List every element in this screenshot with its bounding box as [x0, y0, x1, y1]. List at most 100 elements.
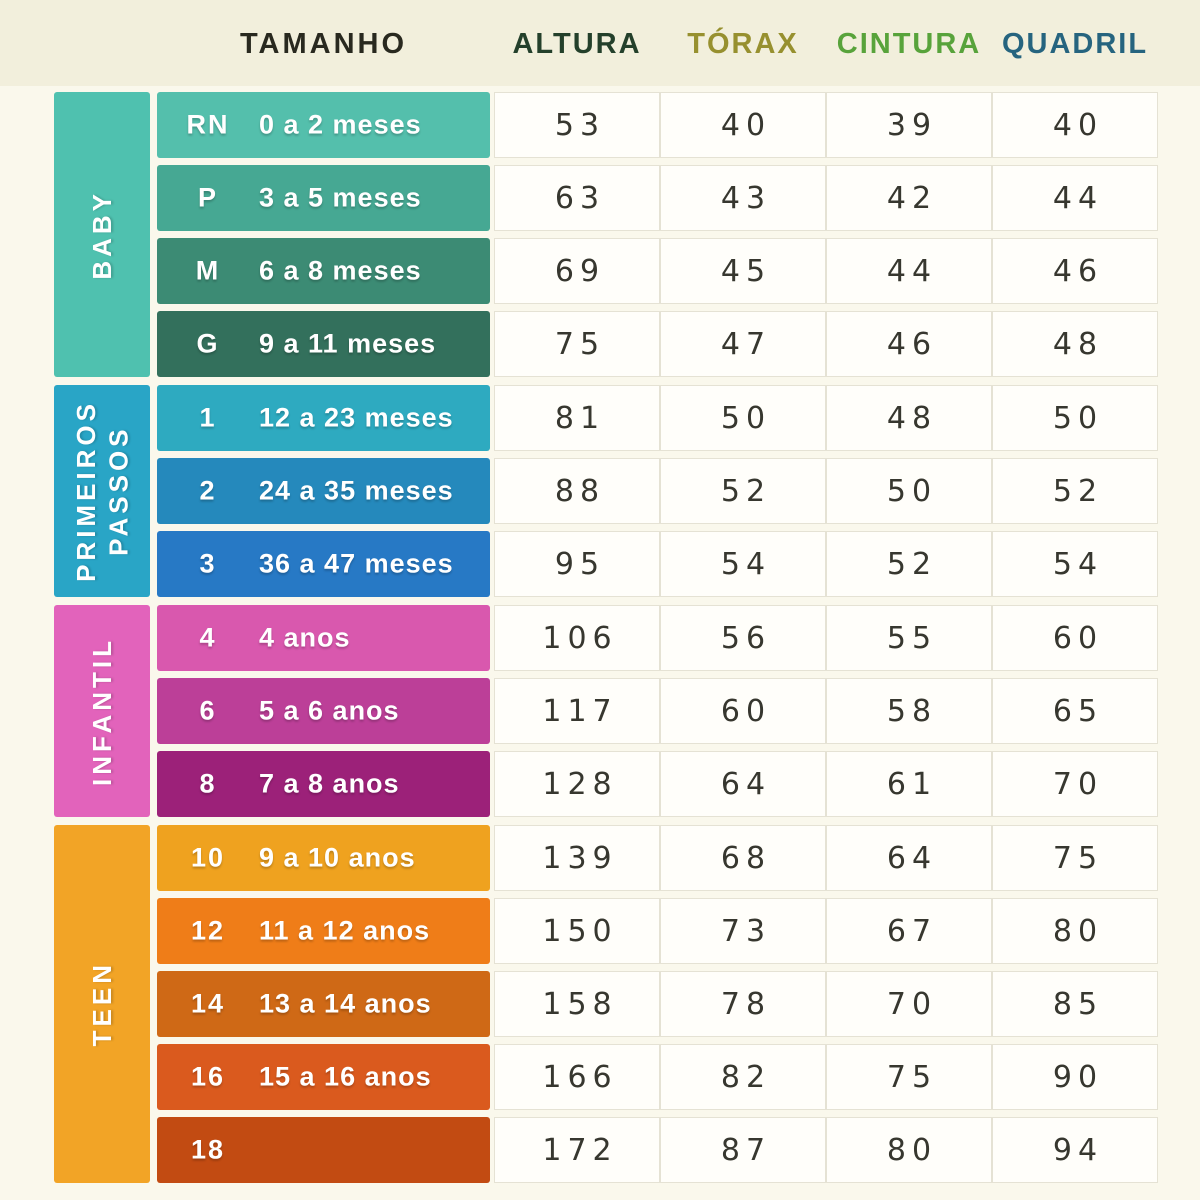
torax-value: 78 — [720, 986, 772, 1022]
size-row-baby-G: G 9 a 11 meses — [157, 311, 490, 377]
quadril-cell: 50 — [992, 385, 1158, 451]
torax-value: 54 — [720, 546, 772, 582]
cintura-value: 44 — [886, 253, 938, 289]
age-range-label: 3 a 5 meses — [259, 182, 422, 213]
cintura-cell: 70 — [826, 971, 992, 1037]
torax-value: 60 — [720, 693, 772, 729]
size-label: 8 — [199, 768, 217, 799]
altura-cell: 128 — [494, 751, 660, 817]
cintura-cell: 64 — [826, 825, 992, 891]
quadril-value: 75 — [1052, 840, 1104, 876]
quadril-cell: 80 — [992, 898, 1158, 964]
torax-value: 50 — [720, 400, 772, 436]
altura-value: 158 — [542, 986, 618, 1022]
cintura-value: 50 — [886, 473, 938, 509]
torax-cell: 47 — [660, 311, 826, 377]
altura-cell: 75 — [494, 311, 660, 377]
quadril-value: 94 — [1052, 1132, 1104, 1168]
cintura-value: 52 — [886, 546, 938, 582]
category-bar-teen: TEEN — [54, 825, 150, 1183]
age-range-label: 24 a 35 meses — [259, 475, 454, 506]
torax-cell: 87 — [660, 1117, 826, 1183]
altura-value: 106 — [542, 620, 618, 656]
size-row-baby-M: M 6 a 8 meses — [157, 238, 490, 304]
quadril-value: 60 — [1052, 620, 1104, 656]
header-band — [0, 0, 1200, 86]
quadril-cell: 60 — [992, 605, 1158, 671]
cintura-cell: 44 — [826, 238, 992, 304]
cintura-value: 80 — [886, 1132, 938, 1168]
category-label-infantil: INFANTIL — [86, 636, 117, 786]
altura-cell: 95 — [494, 531, 660, 597]
quadril-cell: 52 — [992, 458, 1158, 524]
size-row-teen-16: 16 15 a 16 anos — [157, 1044, 490, 1110]
cintura-value: 48 — [886, 400, 938, 436]
altura-cell: 117 — [494, 678, 660, 744]
torax-cell: 45 — [660, 238, 826, 304]
altura-value: 172 — [542, 1132, 618, 1168]
column-header-quadril: QUADRIL — [1001, 28, 1149, 60]
size-label: P — [197, 182, 218, 213]
quadril-cell: 48 — [992, 311, 1158, 377]
quadril-cell: 44 — [992, 165, 1158, 231]
cintura-cell: 55 — [826, 605, 992, 671]
age-range-label: 9 a 10 anos — [259, 842, 416, 873]
cintura-value: 55 — [886, 620, 938, 656]
torax-cell: 82 — [660, 1044, 826, 1110]
torax-value: 64 — [720, 766, 772, 802]
quadril-value: 90 — [1052, 1059, 1104, 1095]
size-label: 2 — [199, 475, 217, 506]
size-row-infantil-4: 4 4 anos — [157, 605, 490, 671]
quadril-cell: 65 — [992, 678, 1158, 744]
altura-value: 95 — [554, 546, 606, 582]
cintura-cell: 46 — [826, 311, 992, 377]
cintura-cell: 58 — [826, 678, 992, 744]
cintura-value: 64 — [886, 840, 938, 876]
age-range-label: 13 a 14 anos — [259, 988, 432, 1019]
quadril-cell: 94 — [992, 1117, 1158, 1183]
torax-cell: 50 — [660, 385, 826, 451]
quadril-value: 50 — [1052, 400, 1104, 436]
category-label-baby: BABY — [86, 189, 117, 280]
torax-cell: 68 — [660, 825, 826, 891]
altura-cell: 139 — [494, 825, 660, 891]
quadril-cell: 85 — [992, 971, 1158, 1037]
size-row-baby-RN: RN 0 a 2 meses — [157, 92, 490, 158]
quadril-cell: 46 — [992, 238, 1158, 304]
altura-value: 150 — [542, 913, 618, 949]
size-label: 12 — [190, 915, 226, 946]
column-header-altura: ALTURA — [512, 28, 642, 60]
cintura-value: 70 — [886, 986, 938, 1022]
size-row-infantil-6: 6 5 a 6 anos — [157, 678, 490, 744]
quadril-cell: 40 — [992, 92, 1158, 158]
cintura-value: 58 — [886, 693, 938, 729]
cintura-cell: 42 — [826, 165, 992, 231]
size-row-teen-10: 10 9 a 10 anos — [157, 825, 490, 891]
cintura-value: 75 — [886, 1059, 938, 1095]
size-row-baby-P: P 3 a 5 meses — [157, 165, 490, 231]
cintura-cell: 67 — [826, 898, 992, 964]
altura-cell: 166 — [494, 1044, 660, 1110]
quadril-value: 52 — [1052, 473, 1104, 509]
torax-cell: 43 — [660, 165, 826, 231]
altura-value: 166 — [542, 1059, 618, 1095]
cintura-value: 67 — [886, 913, 938, 949]
age-range-label: 6 a 8 meses — [259, 255, 422, 286]
cintura-cell: 75 — [826, 1044, 992, 1110]
size-row-primeiros-passos-2: 2 24 a 35 meses — [157, 458, 490, 524]
size-label: G — [196, 328, 220, 359]
size-label: 16 — [190, 1061, 226, 1092]
torax-value: 82 — [720, 1059, 772, 1095]
quadril-value: 46 — [1052, 253, 1104, 289]
age-range-label: 7 a 8 anos — [259, 768, 400, 799]
altura-value: 128 — [542, 766, 618, 802]
size-label: 10 — [190, 842, 226, 873]
torax-value: 68 — [720, 840, 772, 876]
altura-value: 53 — [554, 107, 606, 143]
torax-value: 40 — [720, 107, 772, 143]
quadril-cell: 54 — [992, 531, 1158, 597]
torax-cell: 73 — [660, 898, 826, 964]
age-range-label: 0 a 2 meses — [259, 109, 422, 140]
altura-cell: 88 — [494, 458, 660, 524]
